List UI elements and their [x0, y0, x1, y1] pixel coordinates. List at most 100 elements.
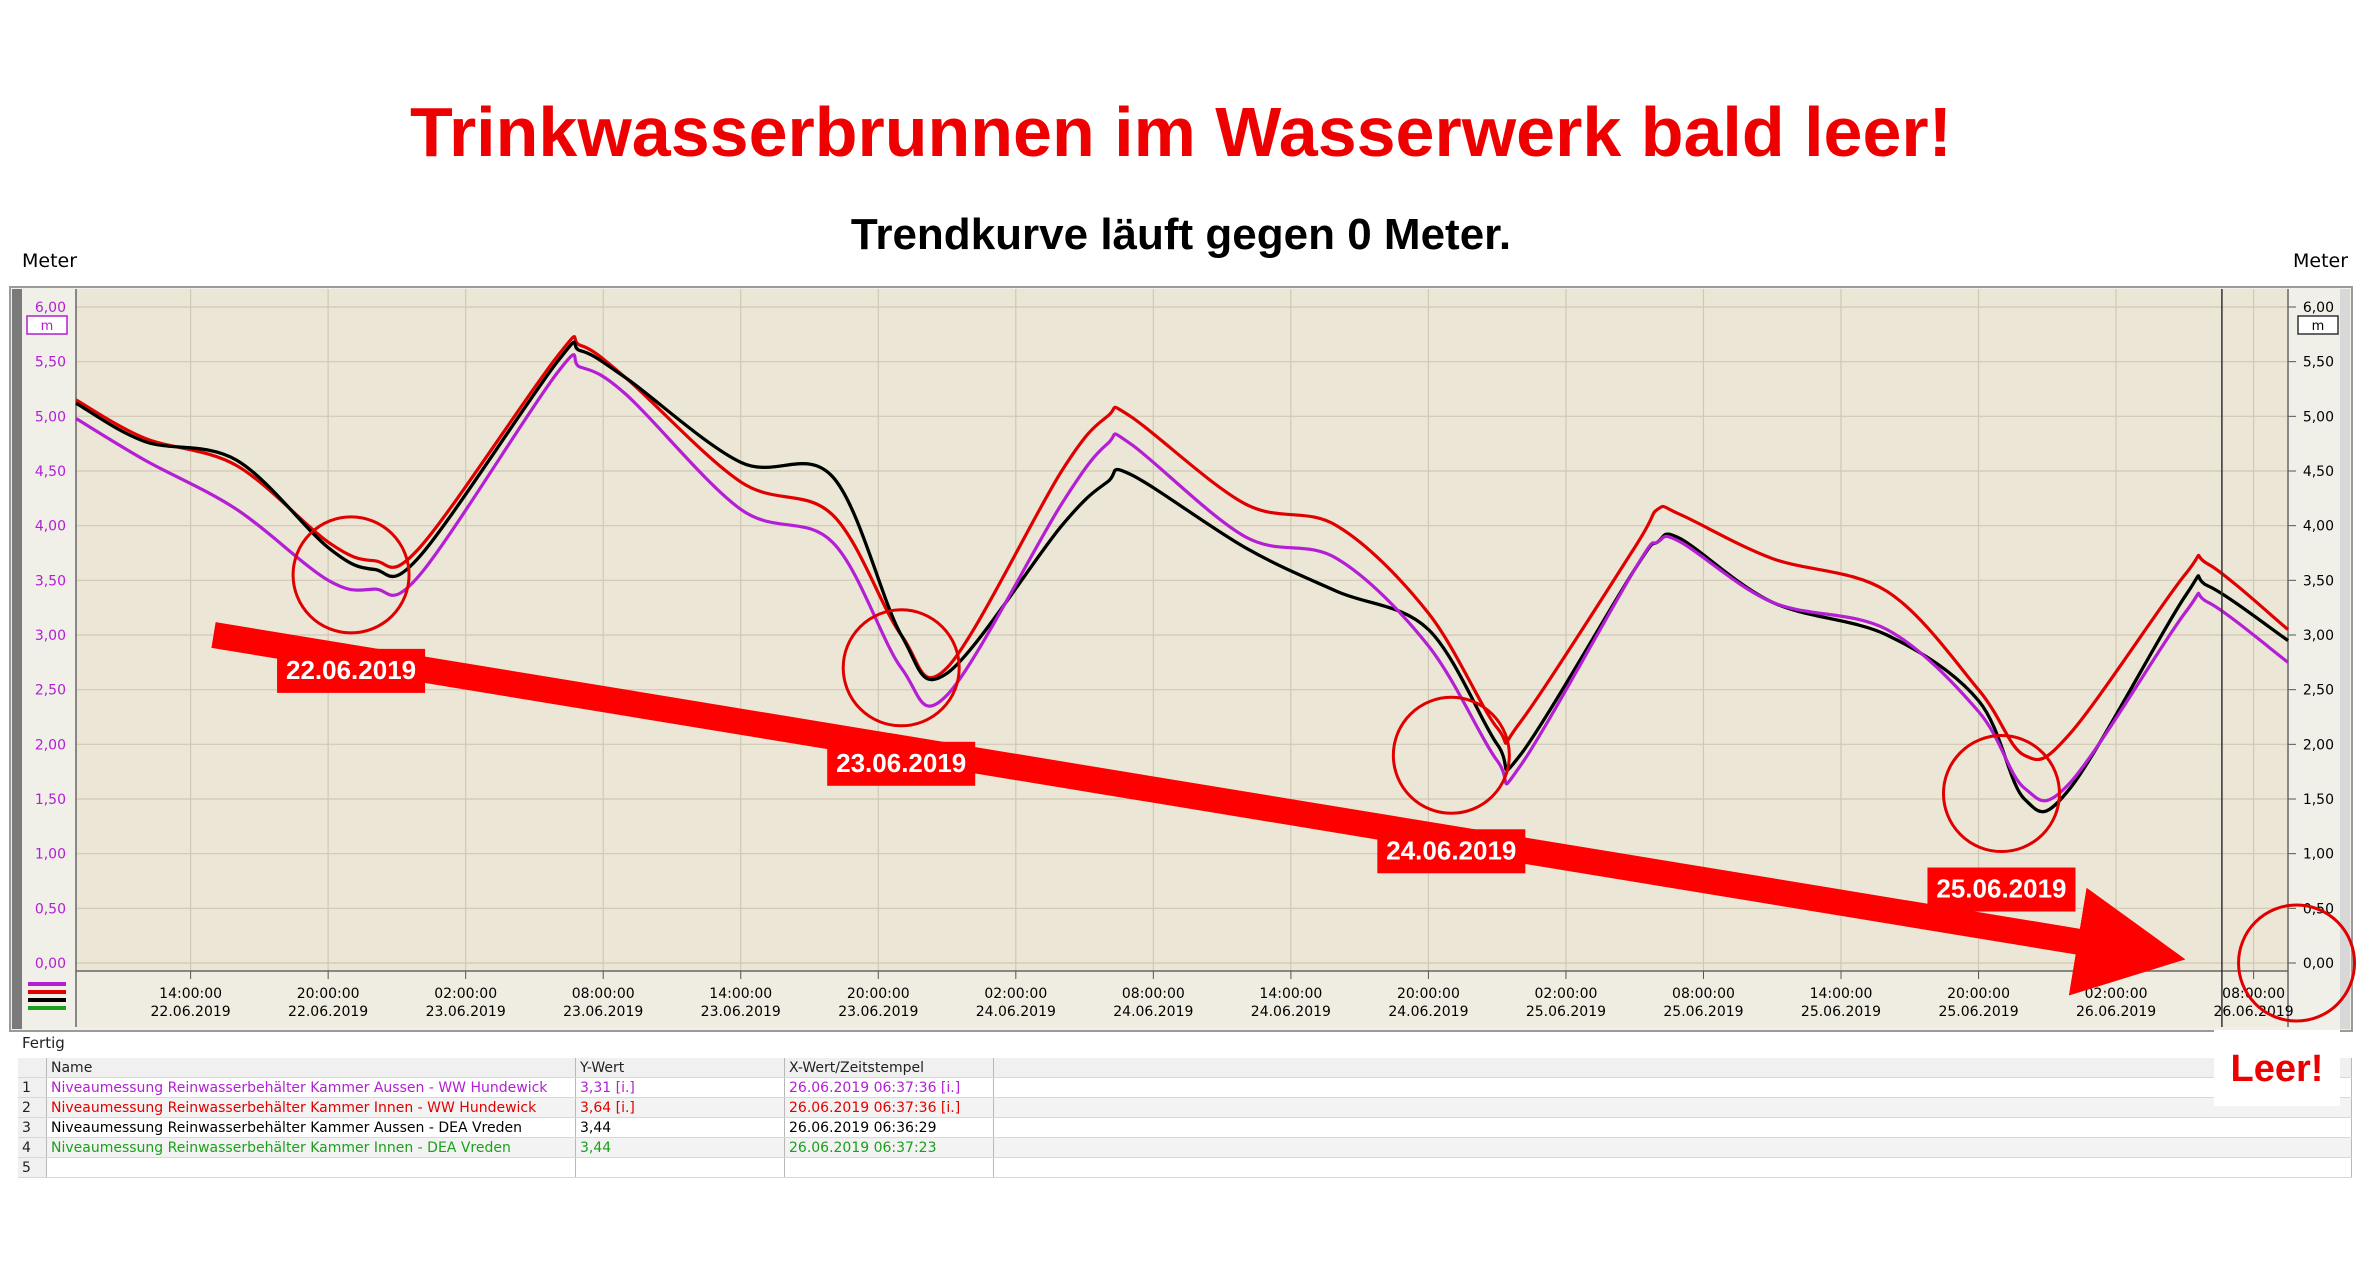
legend-row-spacer [993, 1117, 2352, 1138]
legend-row-spacer [993, 1157, 2352, 1178]
legend-row[interactable]: 1 Niveaumessung Reinwasserbehälter Kammer… [18, 1077, 2352, 1098]
series-line-1 [75, 334, 2290, 762]
unit-box-left [26, 315, 68, 335]
unit-box-left-label: m [41, 319, 54, 334]
y-tick-label-left: 3,50 [35, 573, 66, 589]
legend-row-y-value [575, 1157, 785, 1178]
status-text: Fertig [22, 1034, 65, 1052]
y-tick-label-right: 6,00 [2303, 300, 2334, 316]
x-tick-date: 24.06.2019 [976, 1004, 1056, 1020]
x-tick-date: 22.06.2019 [288, 1004, 368, 1020]
y-tick-label-left: 0,50 [35, 901, 66, 917]
plot-area [76, 289, 2288, 971]
y-tick-label-right: 1,00 [2303, 847, 2334, 863]
legend-row[interactable]: 5 [18, 1157, 2352, 1178]
x-tick-date: 25.06.2019 [1526, 1004, 1606, 1020]
series-legend-table: Name Y-Wert X-Wert/Zeitstempel 1 Niveaume… [18, 1058, 2352, 1178]
date-label: 24.06.2019 [1386, 835, 1516, 865]
x-tick-time: 08:00:00 [1672, 986, 1735, 1002]
legend-row-y-value: 3,44 [575, 1137, 785, 1158]
date-label-box [1927, 867, 2076, 912]
leer-label: Leer! [2230, 1048, 2324, 1090]
legend-row-index: 3 [18, 1117, 47, 1138]
x-tick-date: 25.06.2019 [1938, 1004, 2018, 1020]
y-tick-label-left: 4,50 [35, 464, 66, 480]
legend-row-name: Niveaumessung Reinwasserbehälter Kammer … [46, 1077, 576, 1098]
menu-bar-green [28, 1006, 66, 1010]
legend-row[interactable]: 4 Niveaumessung Reinwasserbehälter Kammer… [18, 1137, 2352, 1158]
left-frame-bar [12, 289, 22, 1029]
x-tick-date: 24.06.2019 [1388, 1004, 1468, 1020]
x-tick-time: 02:00:00 [984, 986, 1047, 1002]
date-label: 22.06.2019 [286, 655, 416, 685]
legend-row-spacer [993, 1097, 2352, 1118]
legend-header-x: X-Wert/Zeitstempel [784, 1058, 994, 1078]
legend-row-y-value: 3,64 [i.] [575, 1097, 785, 1118]
legend-row-x-value [784, 1157, 994, 1178]
minimum-circle [841, 608, 961, 728]
x-tick-date: 24.06.2019 [1251, 1004, 1331, 1020]
y-tick-label-right: 4,00 [2303, 519, 2334, 535]
x-axis-band [76, 971, 2288, 1027]
legend-header-y: Y-Wert [575, 1058, 785, 1078]
legend-row-x-value: 26.06.2019 06:37:36 [i.] [784, 1097, 994, 1118]
x-tick-time: 02:00:00 [434, 986, 497, 1002]
slide-subtitle: Trendkurve läuft gegen 0 Meter. [850, 210, 1512, 259]
target-zero-circle [2237, 903, 2357, 1023]
legend-row-x-value: 26.06.2019 06:36:29 [784, 1117, 994, 1138]
trend-chart: 0,00 0,50 1,00 1,50 2,00 2,50 3,00 3,50 4,00 4,50… [9, 286, 2357, 1032]
x-tick-date: 23.06.2019 [701, 1004, 781, 1020]
x-tick-time: 08:00:00 [1122, 986, 1185, 1002]
y-axis-unit-left: Meter [22, 250, 78, 272]
unit-box-right-label: m [2312, 319, 2325, 334]
x-tick-time: 14:00:00 [1259, 986, 1322, 1002]
y-tick-label-left: 2,50 [35, 683, 66, 699]
legend-row-index: 2 [18, 1097, 47, 1118]
minimum-circle [1941, 734, 2061, 854]
legend-row-x-value: 26.06.2019 06:37:23 [784, 1137, 994, 1158]
series-line-3 [75, 340, 2289, 814]
y-tick-label-right: 3,50 [2303, 573, 2334, 589]
y-tick-label-right: 1,50 [2303, 792, 2334, 808]
legend-row-name: Niveaumessung Reinwasserbehälter Kammer … [46, 1097, 576, 1118]
y-tick-label-right: 5,50 [2303, 355, 2334, 371]
x-tick-time: 08:00:00 [2222, 986, 2285, 1002]
y-tick-label-left: 0,00 [35, 956, 66, 972]
x-tick-time: 20:00:00 [847, 986, 910, 1002]
series-menu-icon[interactable] [28, 982, 66, 1010]
y-tick-label-left: 2,00 [35, 737, 66, 753]
y-tick-label-left: 4,00 [35, 519, 66, 535]
legend-row-spacer [993, 1077, 2352, 1098]
x-tick-date: 22.06.2019 [151, 1004, 231, 1020]
y-tick-label-right: 5,00 [2303, 409, 2334, 425]
legend-row[interactable]: 2 Niveaumessung Reinwasserbehälter Kammer… [18, 1097, 2352, 1118]
x-tick-time: 20:00:00 [1947, 986, 2010, 1002]
y-tick-label-right: 2,00 [2303, 737, 2334, 753]
date-label: 23.06.2019 [836, 748, 966, 778]
gridlines [76, 289, 2288, 971]
trend-arrow [211, 622, 2186, 996]
leer-label-background [2214, 1030, 2340, 1106]
legend-row-y-value: 3,44 [575, 1117, 785, 1138]
x-tick-time: 20:00:00 [297, 986, 360, 1002]
x-tick-time: 14:00:00 [1810, 986, 1873, 1002]
slide-title: Trinkwasserbrunnen im Wasserwerk bald le… [410, 93, 1952, 171]
menu-bar-black [28, 998, 66, 1002]
y-tick-label-left: 1,50 [35, 792, 66, 808]
date-label-box [827, 741, 976, 786]
legend-row-name [46, 1157, 576, 1178]
legend-header-row: Name Y-Wert X-Wert/Zeitstempel [18, 1058, 2352, 1078]
legend-row-spacer [993, 1137, 2352, 1158]
menu-bar-magenta [28, 982, 66, 986]
legend-header-index [18, 1058, 47, 1078]
x-axis: 14:00:00 22.06.2019 20:00:00 22.06.2019 02:0… [75, 289, 2294, 1027]
legend-row[interactable]: 3 Niveaumessung Reinwasserbehälter Kammer… [18, 1117, 2352, 1138]
x-tick-date: 24.06.2019 [1113, 1004, 1193, 1020]
x-tick-time: 02:00:00 [1535, 986, 1598, 1002]
right-frame-bar [2340, 289, 2350, 1029]
y-tick-label-left: 5,00 [35, 409, 66, 425]
legend-row-index: 5 [18, 1157, 47, 1178]
date-label: 25.06.2019 [1936, 874, 2066, 904]
x-tick-date: 23.06.2019 [426, 1004, 506, 1020]
date-label-box [277, 648, 426, 693]
